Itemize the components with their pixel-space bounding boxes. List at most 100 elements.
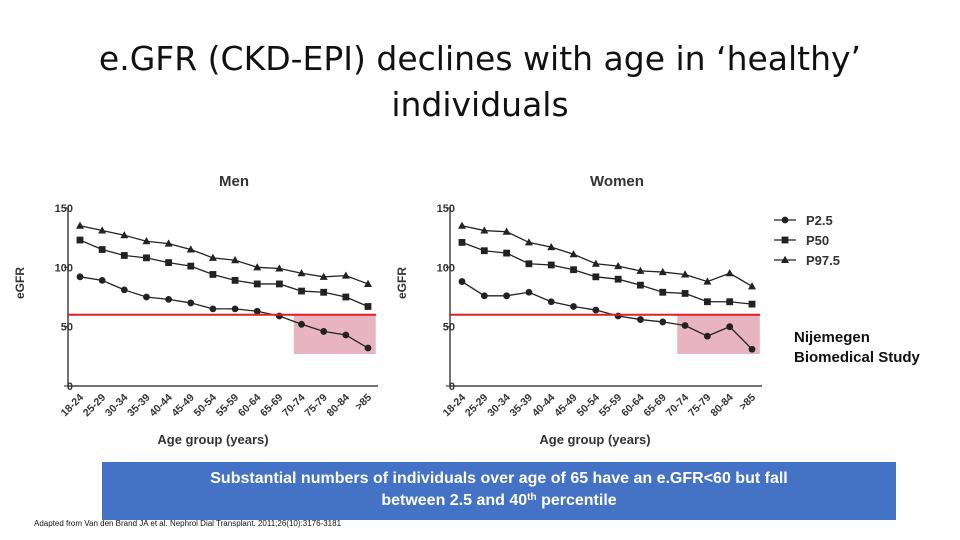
chart-0-series-2-point-9 bbox=[275, 264, 284, 272]
chart-1-y-tick-label-1: 50 bbox=[443, 322, 455, 334]
chart-0-x-tick-label-11: 75-79 bbox=[302, 392, 330, 420]
chart-1-x-tick-label-8: 60-64 bbox=[619, 392, 647, 420]
chart-0-series-1-point-12 bbox=[342, 293, 350, 301]
study-label-line-1: Nijemegen bbox=[794, 329, 870, 346]
callout-box: Substantial numbers of individuals over … bbox=[102, 462, 896, 520]
chart-1-legend-label-2: P97.5 bbox=[806, 253, 840, 268]
chart-1-x-tick-label-10: 70-74 bbox=[664, 392, 692, 420]
chart-0-series-0-point-0 bbox=[76, 273, 84, 281]
chart-1-y-tick-label-2: 100 bbox=[437, 262, 455, 274]
chart-1-x-tick-label-12: 80-84 bbox=[708, 392, 736, 420]
chart-1-series-1-point-8 bbox=[637, 281, 644, 289]
chart-0-series-1-point-5 bbox=[187, 262, 195, 270]
chart-0-x-tick-label-2: 30-34 bbox=[103, 392, 131, 420]
chart-1-series-2-point-3 bbox=[524, 238, 533, 246]
callout-superscript: th bbox=[527, 492, 537, 503]
chart-0-series-2-point-10 bbox=[297, 269, 306, 277]
chart-0-series-2-point-1 bbox=[98, 226, 107, 234]
chart-1-legend-label-1: P50 bbox=[806, 233, 829, 248]
chart-1-highlight-region bbox=[677, 314, 760, 354]
chart-0-series-2-line bbox=[79, 225, 369, 285]
chart-1-series-1-point-9 bbox=[659, 288, 667, 296]
chart-1-series-2-point-10 bbox=[681, 270, 690, 278]
chart-1-series-2-point-0 bbox=[458, 221, 466, 229]
chart-1-x-tick-label-9: 65-69 bbox=[641, 392, 669, 420]
chart-1-series-2-point-13 bbox=[748, 282, 756, 290]
chart-0-series-1-point-1 bbox=[98, 246, 106, 253]
chart-0-series-1-point-4 bbox=[165, 259, 173, 266]
chart-1-series-1-point-10 bbox=[681, 290, 689, 297]
callout-text-a: between 2.5 and 40 bbox=[381, 492, 528, 509]
chart-0-x-tick-label-5: 45-49 bbox=[169, 392, 197, 420]
chart-0-x-tick-label-8: 60-64 bbox=[236, 392, 264, 420]
chart-1-legend-marker-2 bbox=[781, 255, 789, 263]
study-label-line-2: Biomedical Study bbox=[794, 349, 920, 366]
chart-1-series-0-point-12 bbox=[726, 323, 734, 331]
chart-1-title: Women bbox=[590, 173, 644, 190]
callout-line-1: Substantial numbers of individuals over … bbox=[210, 470, 788, 487]
chart-0-series-0-point-2 bbox=[120, 286, 128, 294]
chart-0-title: Men bbox=[219, 173, 249, 190]
chart-1-series-2-point-2 bbox=[502, 227, 511, 235]
chart-1-x-tick-label-1: 25-29 bbox=[463, 392, 491, 420]
chart-1-series-0-point-5 bbox=[570, 303, 577, 310]
slide-title: e.GFR (CKD-EPI) declines with age in ‘he… bbox=[80, 36, 880, 128]
slide-title-line-2: individuals bbox=[391, 85, 569, 124]
chart-1-legend-marker-0 bbox=[781, 216, 789, 224]
chart-1-series-2-point-6 bbox=[591, 259, 600, 267]
chart-1-x-tick-label-6: 50-54 bbox=[574, 392, 602, 420]
chart-0-series-0-point-11 bbox=[320, 328, 328, 335]
chart-0-series-1-point-2 bbox=[120, 252, 128, 259]
chart-0-series-0-point-4 bbox=[165, 295, 173, 303]
callout-text-b: percentile bbox=[536, 492, 617, 509]
chart-0-y-tick-label-0: 0 bbox=[67, 381, 73, 393]
chart-0-x-tick-label-12: 80-84 bbox=[324, 392, 352, 420]
chart-0-series-2-point-3 bbox=[142, 237, 151, 245]
chart-0-series-0-point-7 bbox=[231, 305, 239, 313]
chart-0-series-0-point-8 bbox=[253, 307, 261, 315]
chart-1-x-tick-label-0: 18-24 bbox=[441, 392, 469, 420]
chart-0-series-2-point-8 bbox=[253, 263, 262, 271]
chart-0-series-1-line bbox=[79, 239, 369, 308]
chart-1-legend-marker-1 bbox=[781, 236, 789, 244]
chart-1-series-0-point-9 bbox=[659, 318, 667, 326]
chart-0-x-tick-label-4: 40-44 bbox=[147, 392, 175, 420]
chart-0-x-tick-label-13: >85 bbox=[353, 392, 374, 413]
chart-0-series-1-point-0 bbox=[76, 236, 84, 244]
chart-1-series-0-point-8 bbox=[637, 316, 644, 323]
chart-1-series-2-point-4 bbox=[547, 242, 556, 251]
chart-1-series-2-point-1 bbox=[480, 226, 489, 234]
chart-1-series-1-point-4 bbox=[547, 261, 555, 269]
chart-1-series-0-point-4 bbox=[547, 298, 555, 306]
chart-0-series-2-point-0 bbox=[76, 221, 84, 229]
chart-0-series-1-point-11 bbox=[320, 288, 328, 296]
chart-1-x-tick-label-13: >85 bbox=[737, 392, 758, 413]
chart-0-x-tick-label-9: 65-69 bbox=[258, 392, 286, 420]
chart-0-series-2-point-13 bbox=[364, 279, 372, 287]
chart-1-series-2-point-5 bbox=[569, 250, 578, 258]
chart-1-series-1-point-13 bbox=[748, 300, 756, 308]
chart-0-series-1-point-13 bbox=[364, 303, 372, 310]
chart-0-series-2-point-12 bbox=[341, 271, 350, 279]
chart-0-y-tick-label-2: 100 bbox=[55, 262, 73, 274]
chart-0-series-0-point-12 bbox=[342, 331, 350, 339]
chart-0-x-tick-label-6: 50-54 bbox=[192, 392, 220, 420]
chart-1-series-2-point-11 bbox=[703, 277, 712, 285]
chart-0-highlight-region bbox=[293, 314, 376, 354]
chart-1-series-0-point-10 bbox=[681, 322, 689, 329]
chart-0-series-1-point-10 bbox=[298, 287, 305, 295]
chart-1-series-1-point-12 bbox=[726, 298, 734, 306]
chart-0-series-2-point-5 bbox=[186, 245, 195, 253]
chart-1-series-2-point-12 bbox=[725, 269, 734, 277]
chart-0-series-1-point-3 bbox=[143, 254, 150, 262]
chart-1-series-1-point-5 bbox=[570, 266, 577, 274]
chart-0-series-2-point-2 bbox=[120, 231, 129, 239]
chart-1-series-2-point-8 bbox=[636, 266, 645, 274]
chart-1-series-0-point-11 bbox=[703, 332, 711, 340]
chart-1-series-1-line bbox=[461, 241, 753, 305]
chart-0-y-label: eGFR bbox=[13, 267, 27, 299]
chart-1-series-1-point-1 bbox=[480, 247, 488, 255]
chart-1-series-0-line bbox=[461, 281, 753, 350]
chart-1-series-1-point-3 bbox=[525, 260, 533, 268]
chart-0-series-1-point-8 bbox=[253, 280, 261, 288]
